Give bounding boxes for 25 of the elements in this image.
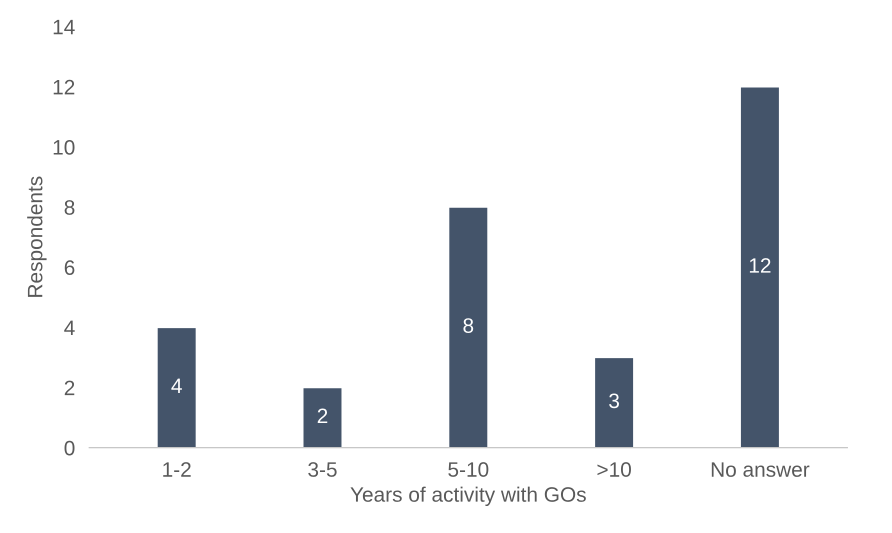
- bar: [448, 206, 489, 448]
- y-tick-label: 8: [64, 200, 74, 215]
- data-label: 3: [609, 393, 619, 408]
- bar: [302, 386, 343, 448]
- y-tick-label: 2: [64, 380, 74, 396]
- data-label: 8: [463, 318, 474, 334]
- y-tick-label: 0: [64, 440, 74, 456]
- x-tick-label: No answer: [712, 462, 810, 477]
- x-axis-title: Years of activity with GOs: [350, 486, 586, 506]
- data-label: 4: [171, 378, 182, 393]
- data-label: 2: [318, 408, 328, 424]
- bar: [594, 356, 634, 448]
- y-tick-label: 4: [64, 320, 75, 335]
- data-label: 12: [750, 258, 770, 273]
- y-axis-title: Respondents: [27, 176, 47, 297]
- x-tick-label: 1-2: [163, 462, 191, 477]
- y-tick-label: 12: [54, 80, 74, 94]
- y-tick-label: 10: [54, 140, 74, 155]
- y-tick-label: 6: [64, 260, 74, 276]
- bar: [740, 86, 780, 448]
- y-tick-label: 14: [54, 20, 75, 34]
- x-tick-label: >10: [597, 462, 631, 477]
- x-tick-label: 3-5: [308, 462, 337, 477]
- bar: [156, 326, 198, 448]
- x-tick-label: 5-10: [448, 462, 488, 477]
